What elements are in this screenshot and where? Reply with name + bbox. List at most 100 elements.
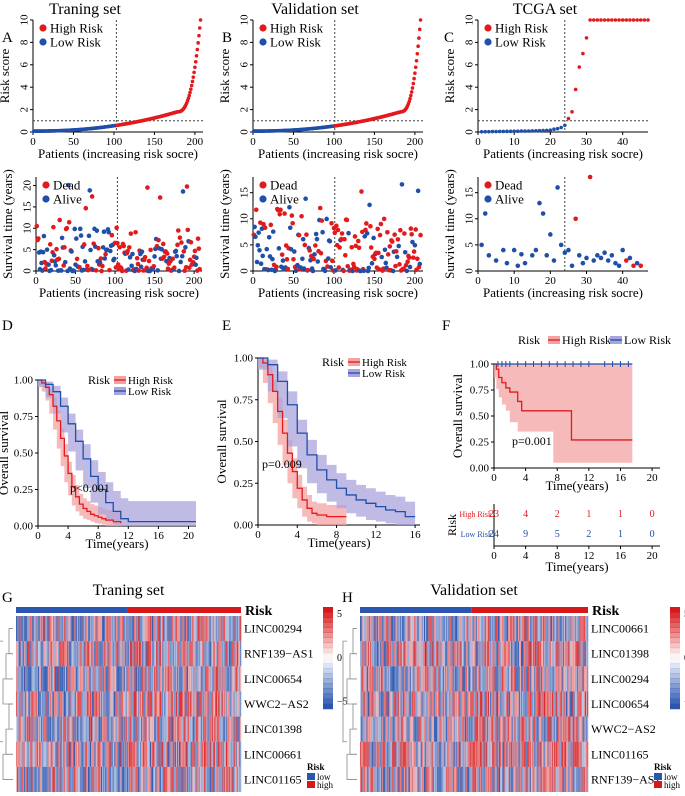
- legend-marker: [39, 38, 47, 46]
- heatmap-cell: [38, 616, 41, 642]
- heatmap-cell: [214, 666, 217, 692]
- survival-point: [270, 229, 276, 234]
- heatmap-cell: [469, 616, 471, 642]
- heatmap-cell: [445, 766, 448, 792]
- risk-point: [577, 65, 582, 69]
- survival-point: [418, 232, 423, 238]
- heatmap-cell: [527, 616, 529, 642]
- heatmap-cell: [523, 666, 525, 692]
- heatmap-cell: [543, 716, 546, 742]
- heatmap-cell: [520, 666, 523, 692]
- heatmap-cell: [505, 716, 507, 742]
- heatmap-cell: [398, 616, 400, 642]
- heatmap-cell: [188, 641, 191, 667]
- heatmap-cell: [527, 741, 529, 767]
- heatmap-cell: [551, 716, 554, 742]
- heatmap-cell: [463, 666, 465, 692]
- heatmap-cell: [174, 766, 177, 792]
- heatmap-cell: [125, 641, 128, 667]
- heatmap-cell: [197, 766, 199, 792]
- heatmap-cell: [34, 716, 36, 742]
- heatmap-cell: [461, 716, 463, 742]
- heatmap-cell: [582, 666, 584, 692]
- heatmap-cell: [44, 766, 46, 792]
- heatmap-cell: [560, 691, 562, 717]
- heatmap-cell: [169, 741, 171, 767]
- heatmap-cell: [155, 716, 157, 742]
- heatmap-cell: [374, 666, 376, 692]
- heatmap-cell: [142, 641, 144, 667]
- heatmap-cell: [193, 641, 195, 667]
- heatmap-cell: [204, 741, 206, 767]
- heatmap-cell: [108, 716, 110, 742]
- heatmap-cell: [216, 641, 218, 667]
- heatmap-cell: [447, 666, 449, 692]
- heatmap-cell: [199, 741, 202, 767]
- heatmap-cell: [396, 766, 398, 792]
- heatmap-cell: [486, 691, 489, 717]
- heatmap-cell: [564, 716, 567, 742]
- heatmap-cell: [79, 691, 81, 717]
- heatmap-cell: [390, 691, 393, 717]
- heatmap-cell: [564, 616, 567, 642]
- heatmap-cell: [158, 716, 160, 742]
- row-label: LINC01165: [591, 747, 649, 761]
- heatmap-cell: [576, 741, 579, 767]
- heatmap-cell: [80, 716, 82, 742]
- heatmap-cell: [167, 666, 169, 692]
- heatmap-cell: [22, 741, 24, 767]
- heatmap-cell: [223, 641, 225, 667]
- heatmap-cell: [379, 666, 382, 692]
- heatmap-cell: [210, 641, 212, 667]
- heatmap-cell: [57, 766, 59, 792]
- heatmap-cell: [584, 641, 587, 667]
- heatmap-cell: [585, 616, 588, 642]
- heatmap-cell: [526, 666, 528, 692]
- heatmap-cell: [585, 641, 588, 667]
- heatmap-cell: [173, 666, 175, 692]
- heatmap-cell: [477, 766, 480, 792]
- survival-point: [302, 242, 308, 248]
- heatmap-cell: [475, 741, 478, 767]
- risk-point: [494, 129, 498, 134]
- heatmap-cell: [75, 766, 78, 792]
- heatmap-cell: [519, 691, 522, 717]
- heatmap-cell: [154, 666, 156, 692]
- heatmap-cell: [191, 641, 193, 667]
- heatmap-cell: [151, 641, 154, 667]
- heatmap-cell: [583, 766, 585, 792]
- heatmap-cell: [181, 691, 183, 717]
- risk-point: [407, 99, 412, 104]
- heatmap-cell: [550, 641, 552, 667]
- heatmap-cell: [565, 741, 568, 767]
- heatmap-cell: [407, 716, 409, 742]
- heatmap-cell: [23, 766, 25, 792]
- heatmap-cell: [205, 641, 207, 667]
- heatmap-cell: [24, 741, 27, 767]
- heatmap-cell: [582, 741, 584, 767]
- heatmap-cell: [93, 716, 95, 742]
- heatmap-cell: [54, 716, 56, 742]
- heatmap-cell: [459, 616, 461, 642]
- heatmap-cell: [49, 766, 52, 792]
- heatmap-cell: [532, 641, 535, 667]
- x-tick-label: 150: [366, 136, 383, 148]
- heatmap-cell: [61, 741, 64, 767]
- risk-point: [508, 129, 513, 134]
- survival-point: [152, 254, 157, 259]
- survival-point: [289, 213, 295, 218]
- heatmap-cell: [402, 666, 405, 692]
- heatmap-cell: [387, 691, 389, 717]
- heatmap-cell: [545, 641, 547, 667]
- heatmap-cell: [104, 666, 106, 692]
- heatmap-cell: [391, 766, 394, 792]
- heatmap-cell: [21, 616, 23, 642]
- heatmap-cell: [219, 666, 221, 692]
- heatmap-cell: [85, 666, 87, 692]
- heatmap-cell: [36, 616, 39, 642]
- survival-point: [179, 240, 184, 245]
- heatmap-cell: [567, 716, 569, 742]
- heatmap-cell: [70, 766, 72, 792]
- heatmap-cell: [426, 616, 428, 642]
- heatmap-cell: [17, 616, 19, 642]
